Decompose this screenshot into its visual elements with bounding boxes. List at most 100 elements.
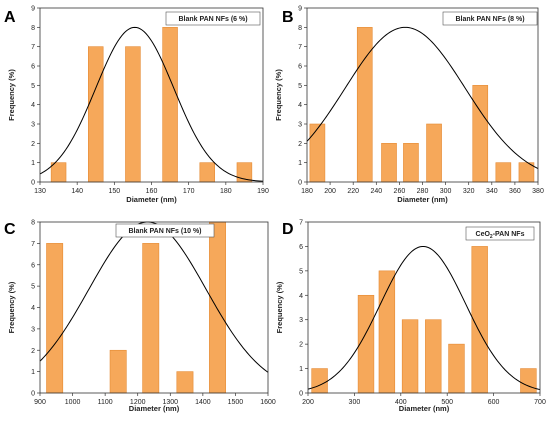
- legend-label-suffix: -PAN NFs: [493, 231, 525, 238]
- y-tick-label: 7: [31, 44, 35, 51]
- y-tick-label: 1: [298, 160, 302, 167]
- histogram-bar: [125, 46, 141, 183]
- y-tick-label: 6: [298, 64, 302, 71]
- panel-letter: A: [4, 9, 16, 26]
- legend-box: [165, 11, 261, 26]
- histogram-bar: [401, 319, 419, 394]
- x-tick-label: 600: [488, 399, 500, 406]
- y-tick-label: 2: [299, 342, 303, 349]
- histogram-bar: [448, 343, 465, 394]
- y-tick-label: 4: [298, 102, 302, 109]
- y-axis-label: Frequency (%): [7, 69, 16, 121]
- histogram-bar: [426, 123, 442, 183]
- y-tick-label: 9: [298, 6, 302, 13]
- legend-label: CeO2-PAN NFs: [476, 231, 525, 240]
- legend-box: [465, 226, 535, 241]
- x-tick-label: 1200: [130, 399, 146, 406]
- y-tick-label: 5: [31, 284, 35, 291]
- panel-c: C 900 1000 1100 1200 1300 1400 1500 1600 0 1 2 3 4 5 6 7…: [4, 220, 276, 414]
- y-axis-label: Frequency (%): [274, 69, 283, 121]
- x-tick-label: 190: [257, 188, 269, 195]
- legend-box: [115, 223, 215, 238]
- plot-frame: [39, 7, 264, 183]
- y-tick-label: 2: [31, 348, 35, 355]
- y-tick-label: 6: [299, 244, 303, 251]
- y-tick-label: 3: [298, 122, 302, 129]
- x-tick-label: 260: [394, 188, 406, 195]
- x-axis-label: Diameter (nm): [399, 404, 450, 413]
- y-tick-label: 5: [299, 268, 303, 275]
- y-tick-label: 0: [31, 180, 35, 187]
- y-tick-label: 1: [31, 369, 35, 376]
- panel-letter: C: [4, 221, 16, 238]
- y-tick-label: 0: [31, 391, 35, 398]
- y-tick-label: 8: [31, 220, 35, 227]
- x-tick-label: 1300: [162, 399, 178, 406]
- x-tick-label: 160: [146, 188, 158, 195]
- histogram-bar: [472, 85, 489, 183]
- histogram-bar: [357, 294, 375, 394]
- y-axis-label: Frequency (%): [275, 281, 284, 333]
- y-tick-label: 7: [299, 220, 303, 227]
- y-tick-label: 3: [299, 317, 303, 324]
- histogram-bar: [311, 368, 328, 394]
- x-tick-label: 400: [395, 399, 407, 406]
- x-tick-label: 320: [463, 188, 475, 195]
- x-tick-label: 1100: [98, 399, 113, 406]
- normal-fit-curve: [39, 26, 264, 182]
- x-tick-label: 170: [183, 188, 195, 195]
- x-tick-label: 300: [440, 188, 452, 195]
- panel-b: B 180 200 220 240 260 280 300 320 340 360 380 0 1 2 3 4 5…: [274, 6, 544, 205]
- histogram-bar: [88, 46, 104, 183]
- histogram-bar: [50, 162, 67, 183]
- y-tick-label: 8: [31, 25, 35, 32]
- panel-letter: D: [282, 221, 294, 238]
- y-tick-label: 6: [31, 64, 35, 71]
- histogram-bar: [403, 143, 419, 183]
- x-axis-label: Diameter (nm): [397, 195, 448, 204]
- x-tick-label: 200: [302, 399, 314, 406]
- histogram-bar: [162, 27, 178, 183]
- normal-fit-curve: [307, 245, 541, 391]
- panel-letter: B: [282, 9, 294, 26]
- histogram-bar: [425, 319, 442, 394]
- x-tick-label: 130: [34, 188, 46, 195]
- y-tick-label: 4: [31, 305, 35, 312]
- legend-label: Blank PAN NFs (6 %): [178, 16, 247, 23]
- histogram-bar: [309, 123, 326, 183]
- histogram-bar: [109, 349, 127, 394]
- histogram-bar: [356, 27, 373, 183]
- histogram-bar: [142, 243, 160, 394]
- x-tick-label: 1000: [65, 399, 81, 406]
- x-tick-label: 180: [301, 188, 313, 195]
- normal-fit-curve: [306, 26, 539, 170]
- y-tick-label: 7: [298, 44, 302, 51]
- x-tick-label: 500: [441, 399, 453, 406]
- y-tick-label: 0: [299, 391, 303, 398]
- legend-label-main: CeO: [476, 231, 491, 238]
- x-axis-label: Diameter (nm): [129, 404, 180, 413]
- y-tick-label: 2: [298, 141, 302, 148]
- x-tick-label: 1400: [195, 399, 211, 406]
- y-tick-label: 3: [31, 326, 35, 333]
- y-tick-label: 4: [299, 293, 303, 300]
- y-axis-label: Frequency (%): [7, 281, 16, 333]
- x-tick-label: 150: [108, 188, 120, 195]
- x-tick-label: 340: [486, 188, 498, 195]
- plot-frame: [307, 221, 541, 394]
- x-tick-label: 1500: [228, 399, 244, 406]
- panel-a: A 130 140 150 160 170 180 190 0 1 2 3 4 5 6 7 8 9 Diameter…: [4, 6, 269, 205]
- histogram-bar: [176, 371, 194, 394]
- histogram-bar: [199, 162, 215, 183]
- histogram-bar: [471, 246, 488, 394]
- x-tick-label: 360: [509, 188, 521, 195]
- x-axis-label: Diameter (nm): [126, 195, 177, 204]
- y-tick-label: 5: [298, 83, 302, 90]
- y-tick-label: 5: [31, 83, 35, 90]
- x-tick-label: 900: [34, 399, 46, 406]
- x-tick-label: 280: [417, 188, 429, 195]
- y-tick-label: 0: [298, 180, 302, 187]
- x-tick-label: 700: [534, 399, 546, 406]
- legend-label: Blank PAN NFs (10 %): [129, 228, 202, 235]
